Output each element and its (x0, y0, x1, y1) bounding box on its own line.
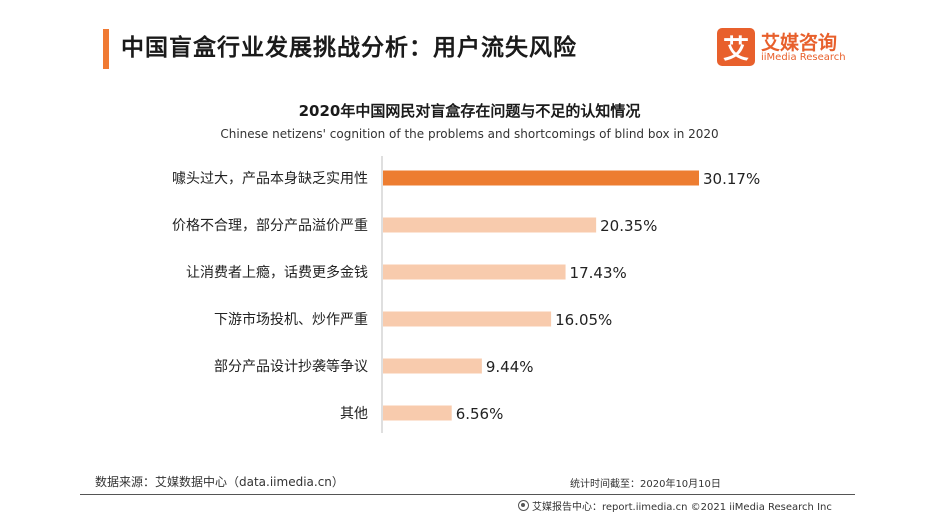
category-label: 让消费者上瘾，话费更多金钱 (186, 264, 368, 281)
category-label: 噱头过大，产品本身缺乏实用性 (172, 171, 368, 187)
data-source: 数据来源：艾媒数据中心（data.iimedia.cn） (95, 475, 344, 489)
bar (383, 170, 699, 186)
footer-divider (80, 494, 855, 495)
title-accent-bar (103, 29, 109, 69)
footer-credit-text: 艾媒报告中心：report.iimedia.cn ©2021 iiMedia R… (532, 502, 832, 513)
bar-chart: 噱头过大，产品本身缺乏实用性 30.17% 价格不合理，部分产品溢价严重 20.35%… (172, 156, 760, 433)
value-label: 17.43% (570, 264, 627, 282)
value-label: 30.17% (703, 170, 760, 188)
category-label: 其他 (340, 406, 368, 422)
logo-mark-icon: 艾 (717, 28, 755, 66)
chart-title: 2020年中国网民对盲盒存在问题与不足的认知情况 (298, 102, 641, 120)
report-center-icon (518, 500, 529, 511)
bar (383, 405, 452, 421)
bar (383, 217, 597, 233)
chart-subtitle: Chinese netizens' cognition of the probl… (220, 127, 719, 141)
iimedia-logo: 艾 艾媒咨询 iiMedia Research (717, 28, 857, 68)
bar (383, 358, 482, 374)
value-label: 6.56% (456, 405, 504, 423)
logo-name-en: iiMedia Research (761, 52, 846, 63)
value-label: 20.35% (600, 217, 657, 235)
category-label: 下游市场投机、炒作严重 (214, 311, 368, 328)
bar (383, 311, 552, 327)
category-label: 价格不合理，部分产品溢价严重 (172, 218, 368, 234)
footer-credit: 艾媒报告中心：report.iimedia.cn ©2021 iiMedia R… (518, 498, 832, 513)
bar (383, 264, 566, 280)
value-label: 16.05% (555, 311, 612, 329)
logo-name-cn: 艾媒咨询 (761, 32, 838, 54)
page-title: 中国盲盒行业发展挑战分析：用户流失风险 (121, 35, 577, 61)
value-label: 9.44% (486, 358, 534, 376)
cutoff-date: 统计时间截至：2020年10月10日 (570, 479, 721, 490)
category-label: 部分产品设计抄袭等争议 (214, 358, 368, 375)
